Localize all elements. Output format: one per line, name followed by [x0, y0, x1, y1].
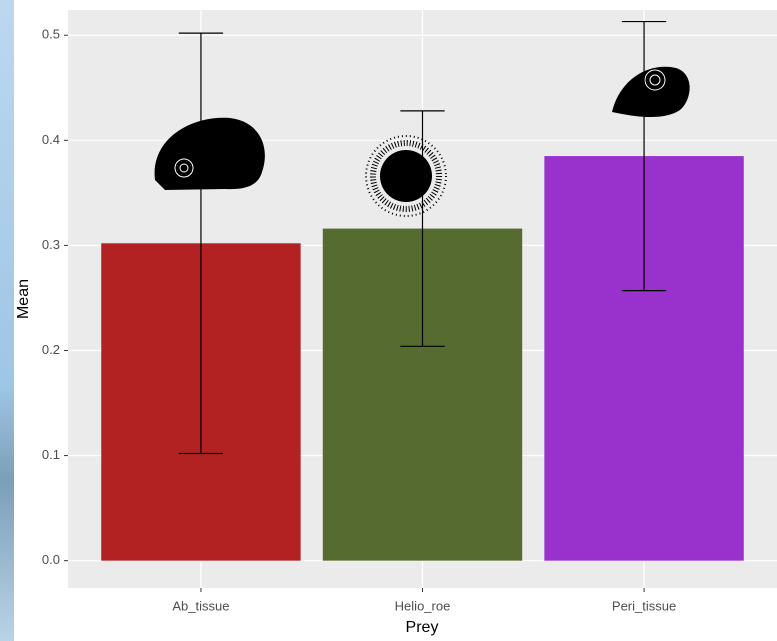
- y-axis-title: Mean: [15, 279, 32, 319]
- y-tick-label: 0.1: [42, 447, 60, 462]
- background-photo-strip: [0, 0, 14, 641]
- x-axis-title: Prey: [406, 619, 439, 636]
- x-tick-label: Helio_roe: [395, 598, 451, 613]
- x-tick-label: Ab_tissue: [172, 598, 229, 613]
- y-tick-label: 0.4: [42, 132, 60, 147]
- page: 0.0 0.1 0.2 0.3 0.4 0.5 Ab_tissue Helio_roe Peri…: [0, 0, 777, 641]
- y-tick-label: 0.3: [42, 237, 60, 252]
- y-tick-label: 0.5: [42, 27, 60, 42]
- y-tick-label: 0.0: [42, 552, 60, 567]
- y-tick-label: 0.2: [42, 342, 60, 357]
- chart: 0.0 0.1 0.2 0.3 0.4 0.5 Ab_tissue Helio_roe Peri…: [0, 0, 777, 641]
- x-tick-label: Peri_tissue: [612, 598, 676, 613]
